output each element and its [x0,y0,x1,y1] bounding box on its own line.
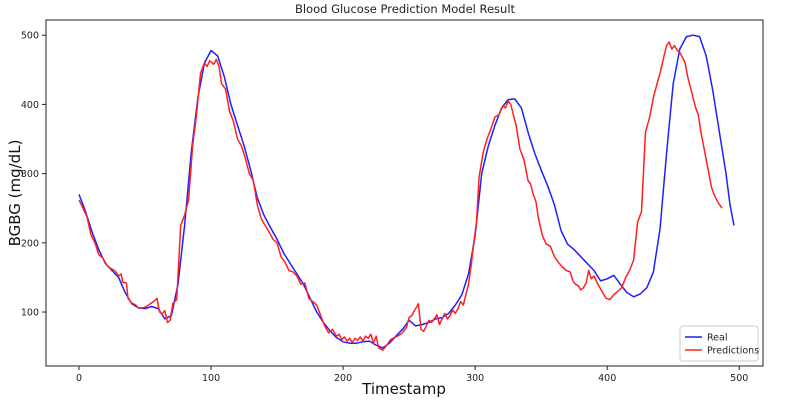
series-layer [78,34,735,351]
y-tick-label: 100 [21,308,39,319]
legend-box [679,325,759,362]
series-line-real [78,34,735,349]
x-tick-label: 500 [730,373,748,384]
x-tick-label: 0 [76,373,82,384]
legend-label-predictions: Predictions [707,346,759,357]
y-tick-label: 400 [21,100,39,111]
x-tick-label: 100 [202,373,220,384]
y-axis: 100 200 300 400 500 [21,31,46,319]
x-tick-label: 400 [598,373,616,384]
series-line-predictions [78,41,723,351]
legend-label-real: Real [707,333,727,344]
y-tick-label: 200 [21,238,39,249]
chart-title: Blood Glucose Prediction Model Result [295,2,516,16]
y-tick-label: 500 [21,31,39,42]
x-axis: 0 100 200 300 400 500 [76,366,748,384]
y-axis-label: BGBG (mg/dL) [6,140,24,247]
plot-area [45,19,764,367]
x-axis-label: Timestamp [361,380,446,398]
y-tick-label: 300 [21,169,39,180]
legend: Real Predictions [679,325,759,362]
x-tick-label: 300 [466,373,484,384]
x-tick-label: 200 [334,373,352,384]
